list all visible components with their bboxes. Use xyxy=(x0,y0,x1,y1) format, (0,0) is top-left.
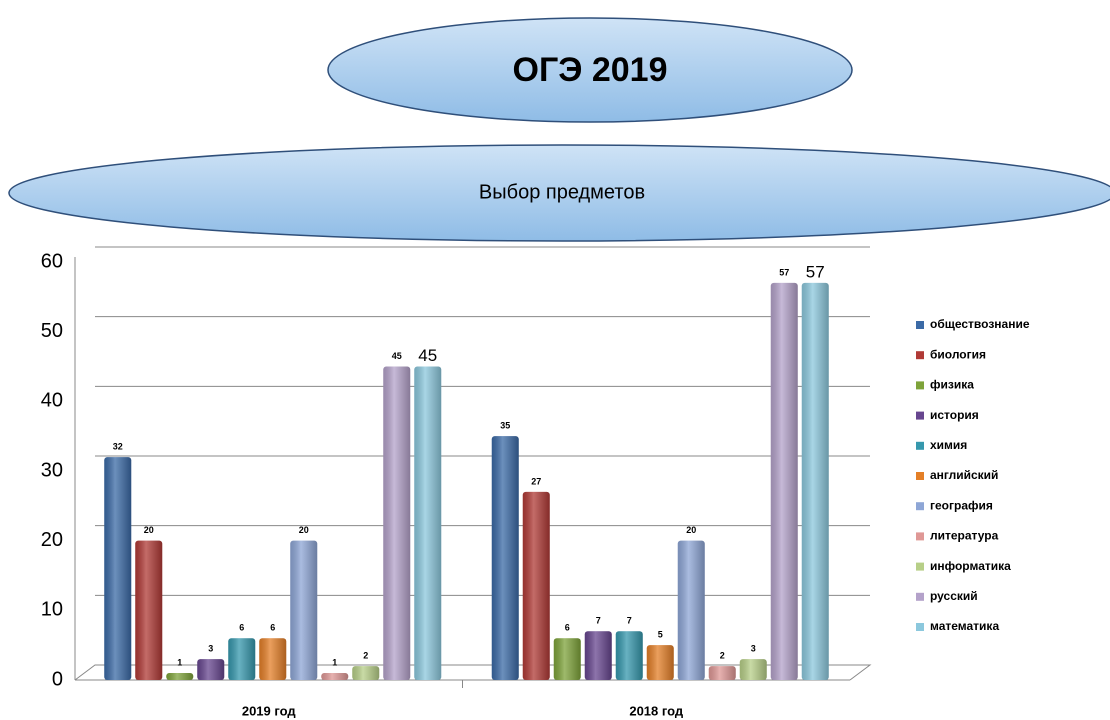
bar-shade xyxy=(383,366,411,680)
legend-swatch xyxy=(916,623,924,631)
data-label: 45 xyxy=(418,346,437,365)
x-tick-label: 2019 год xyxy=(242,703,297,718)
chart-subtitle: Выбор предметов xyxy=(479,181,645,203)
y-tick-label: 20 xyxy=(41,529,63,551)
y-tick-label: 30 xyxy=(41,459,63,481)
y-tick-label: 0 xyxy=(52,668,63,690)
bar-shade xyxy=(615,631,643,680)
data-label: 45 xyxy=(392,351,402,361)
bar-shade xyxy=(801,282,829,680)
bar-shade xyxy=(321,673,349,680)
legend-label: химия xyxy=(930,438,967,452)
legend-label: русский xyxy=(930,589,978,603)
floor xyxy=(74,664,872,681)
legend-label: информатика xyxy=(930,559,1011,573)
legend-label: физика xyxy=(930,378,974,392)
legend-swatch xyxy=(916,502,924,511)
legend-label: биология xyxy=(930,347,986,361)
bar-shade xyxy=(352,666,380,680)
bar-shade xyxy=(522,491,550,680)
bar-shade xyxy=(104,457,132,680)
data-label: 1 xyxy=(177,657,182,667)
data-label: 20 xyxy=(686,525,696,535)
legend-swatch xyxy=(916,351,924,360)
x-tick-label: 2018 год xyxy=(629,703,684,718)
legend-label: обществознание xyxy=(930,317,1030,331)
bar-shade xyxy=(414,366,442,680)
data-label: 2 xyxy=(363,650,368,660)
bar-shade xyxy=(491,436,519,680)
data-label: 57 xyxy=(806,262,825,281)
data-label: 20 xyxy=(299,525,309,535)
bar-shade xyxy=(290,540,318,680)
legend-label: английский xyxy=(930,468,998,482)
data-label: 3 xyxy=(751,643,756,653)
legend-swatch xyxy=(916,321,924,329)
legend-swatch xyxy=(916,592,924,601)
data-label: 32 xyxy=(113,441,123,451)
bar-shade xyxy=(135,540,163,680)
data-label: 20 xyxy=(144,525,154,535)
data-label: 6 xyxy=(239,623,244,633)
legend-swatch xyxy=(916,562,924,571)
data-label: 57 xyxy=(779,267,789,277)
title-ellipse xyxy=(327,17,853,123)
bar-shade xyxy=(228,638,256,680)
bar-shade xyxy=(166,673,194,680)
legend-swatch xyxy=(916,441,924,450)
bar-shade xyxy=(197,659,225,680)
data-label: 3 xyxy=(208,643,213,653)
bar-shade xyxy=(677,540,705,680)
data-label: 7 xyxy=(627,616,632,626)
legend-swatch xyxy=(916,411,924,420)
data-label: 6 xyxy=(565,623,570,633)
chart-title: ОГЭ 2019 xyxy=(513,51,668,89)
subtitle-ellipse xyxy=(8,144,1110,242)
bar-shade xyxy=(584,631,612,680)
data-label: 7 xyxy=(596,616,601,626)
legend-swatch xyxy=(916,532,924,541)
bar-shade xyxy=(770,282,798,680)
data-label: 27 xyxy=(531,476,541,486)
bar-shade xyxy=(739,659,767,680)
bar-shade xyxy=(708,666,736,680)
legend-swatch xyxy=(916,472,924,480)
bar-shade xyxy=(553,638,581,680)
bar-shade xyxy=(646,645,674,680)
data-label: 35 xyxy=(500,421,510,431)
legend-swatch xyxy=(916,381,924,390)
legend-label: география xyxy=(930,498,993,512)
legend-label: литература xyxy=(930,529,999,543)
data-label: 2 xyxy=(720,650,725,660)
legend-label: математика xyxy=(930,619,999,633)
data-label: 1 xyxy=(332,657,337,667)
y-tick-label: 10 xyxy=(41,599,63,621)
y-tick-label: 60 xyxy=(41,250,63,272)
data-label: 6 xyxy=(270,623,275,633)
bar-shade xyxy=(259,638,287,680)
legend-label: история xyxy=(930,408,979,422)
data-label: 5 xyxy=(658,630,663,640)
y-tick-label: 50 xyxy=(41,320,63,342)
y-tick-label: 40 xyxy=(41,390,63,412)
